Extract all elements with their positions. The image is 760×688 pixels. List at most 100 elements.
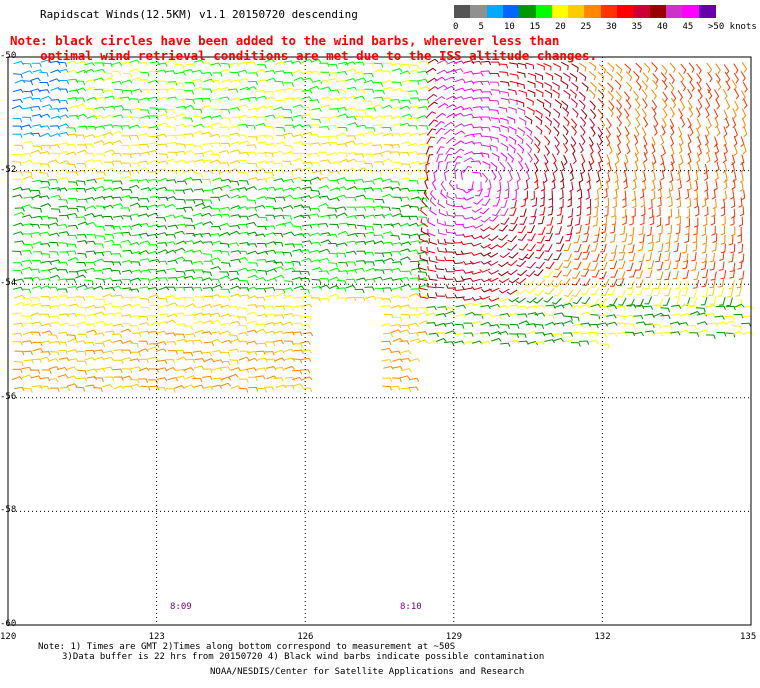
wind-barb — [13, 73, 23, 79]
wind-barb — [562, 107, 570, 117]
wind-barb — [739, 253, 745, 264]
wind-barb — [419, 143, 431, 148]
wind-barb — [174, 312, 186, 317]
wind-barb — [40, 132, 51, 137]
wind-barb — [481, 288, 492, 293]
wind-barb — [408, 249, 420, 254]
wind-barb — [652, 154, 657, 166]
wind-barb — [705, 126, 710, 138]
wind-barb — [247, 376, 258, 382]
wind-barb — [121, 79, 133, 84]
wind-barb — [497, 304, 509, 309]
wind-barb — [327, 72, 338, 77]
wind-barb — [111, 140, 123, 144]
wind-barb — [391, 207, 402, 213]
wind-barb — [129, 358, 140, 363]
wind-barb — [157, 96, 169, 101]
wind-barb — [356, 160, 367, 165]
wind-barb — [193, 320, 205, 325]
wind-barb — [664, 252, 671, 262]
wind-barb — [481, 172, 489, 183]
wind-barb — [581, 82, 589, 92]
wind-barb — [247, 274, 259, 279]
wind-barb — [435, 255, 445, 262]
wind-barb — [275, 141, 287, 146]
wind-barb — [336, 280, 347, 285]
wind-barb — [48, 267, 59, 272]
wind-barb — [284, 97, 295, 102]
wind-barb — [138, 250, 150, 255]
wind-barb — [570, 143, 576, 155]
wind-barb — [192, 178, 203, 184]
wind-barb — [472, 171, 482, 178]
wind-barb — [500, 125, 509, 133]
wind-barb — [585, 215, 591, 226]
wind-barb — [444, 247, 455, 253]
wind-barb — [373, 297, 384, 302]
wind-barb — [507, 88, 517, 95]
wind-barb — [614, 172, 619, 183]
wind-barb — [103, 350, 114, 355]
wind-barb — [498, 106, 508, 113]
wind-barb — [265, 214, 276, 220]
wind-barb — [631, 190, 636, 202]
wind-barb — [705, 313, 716, 318]
wind-barb — [733, 303, 745, 308]
wind-barb — [84, 134, 96, 139]
wind-barb — [616, 99, 623, 110]
wind-barb — [273, 377, 284, 382]
wind-barb — [373, 240, 385, 245]
wind-barb — [669, 73, 675, 84]
wind-barb — [77, 284, 88, 289]
wind-barb — [697, 98, 703, 110]
wind-barb — [392, 377, 402, 383]
wind-barb — [94, 258, 105, 263]
wind-barb — [300, 324, 311, 329]
wind-barb — [498, 288, 510, 294]
wind-barb — [23, 132, 35, 137]
wind-barb — [174, 230, 185, 235]
wind-barb — [463, 157, 475, 163]
wind-barb — [530, 208, 537, 218]
wind-barb — [718, 261, 725, 271]
wind-barb — [363, 115, 374, 121]
wind-barb — [685, 208, 691, 219]
wind-barb — [165, 87, 176, 92]
wind-barb — [237, 223, 248, 229]
wind-barb — [580, 311, 592, 316]
wind-barb — [716, 321, 727, 326]
wind-barb — [682, 253, 689, 263]
wind-barb — [337, 113, 349, 118]
wind-barb — [211, 384, 223, 389]
wind-barb — [75, 80, 86, 86]
wind-barb — [201, 351, 212, 357]
wind-barb — [275, 384, 287, 389]
wind-barb — [102, 250, 113, 256]
wind-barb — [184, 160, 196, 165]
wind-barb — [526, 134, 534, 145]
wind-barb — [220, 296, 231, 301]
wind-barb — [392, 261, 403, 266]
wind-barb — [480, 332, 491, 337]
wind-barb — [102, 131, 114, 136]
wind-barb — [228, 168, 239, 173]
wind-barb — [176, 88, 187, 94]
wind-barb — [40, 224, 50, 229]
wind-barb — [619, 225, 626, 236]
wind-barb — [479, 268, 491, 273]
wind-barb — [13, 222, 24, 227]
wind-barb — [76, 360, 87, 365]
wind-barb — [382, 132, 394, 137]
wind-barb — [194, 296, 205, 302]
wind-barb — [383, 223, 395, 228]
wind-barb — [572, 153, 577, 165]
wind-barb — [374, 89, 385, 95]
wind-barb — [646, 288, 654, 297]
wind-barb — [697, 145, 702, 156]
wind-barb — [571, 289, 581, 297]
wind-barb — [551, 153, 557, 165]
wind-barb — [588, 332, 599, 337]
wind-barb — [22, 107, 33, 112]
wind-barb — [12, 98, 23, 104]
wind-barb — [484, 188, 491, 198]
